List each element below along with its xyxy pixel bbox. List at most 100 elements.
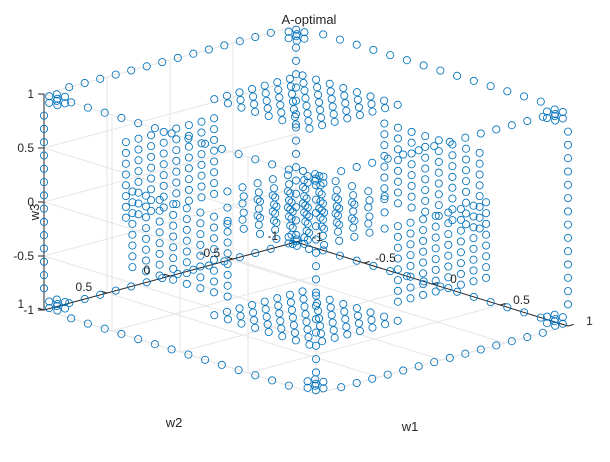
data-point (419, 226, 428, 235)
data-point (407, 171, 416, 180)
data-point (393, 297, 402, 306)
data-point (355, 110, 364, 120)
data-point (434, 179, 443, 188)
gridline-wally-z (43, 147, 317, 233)
data-point (305, 124, 314, 133)
data-point (298, 71, 307, 80)
data-point (520, 308, 529, 317)
gridline-wallx-z (43, 79, 297, 149)
data-point (210, 179, 219, 188)
data-point (380, 162, 389, 171)
data-point (274, 85, 283, 94)
data-point (292, 241, 301, 250)
data-point (349, 207, 358, 216)
data-point (563, 220, 573, 229)
data-point (542, 113, 552, 123)
data-point (406, 294, 415, 303)
x-tick-label: -1 (312, 230, 323, 244)
data-point (563, 233, 573, 242)
data-point (393, 188, 403, 197)
data-point (482, 273, 491, 282)
data-point (507, 121, 516, 130)
data-point (134, 156, 143, 165)
data-point (448, 140, 457, 149)
data-point (303, 172, 312, 181)
data-point (127, 66, 136, 75)
data-point (316, 181, 325, 190)
data-point (288, 223, 297, 232)
data-point (331, 209, 340, 218)
data-point (223, 292, 232, 301)
data-point (354, 103, 363, 112)
data-point (369, 261, 378, 270)
data-point (283, 171, 292, 180)
data-point (39, 271, 49, 280)
data-point (330, 333, 339, 342)
data-point (386, 51, 395, 60)
data-point (235, 253, 244, 262)
data-point (469, 201, 478, 210)
data-point (461, 220, 471, 229)
data-point (365, 228, 374, 237)
data-point (65, 83, 74, 92)
data-point (53, 299, 62, 309)
data-point (419, 269, 428, 278)
data-point (196, 273, 205, 282)
data-point (239, 224, 248, 233)
data-point (380, 208, 389, 217)
data-point (291, 56, 301, 65)
data-point (53, 101, 62, 110)
data-point (315, 314, 324, 323)
data-point (284, 165, 293, 174)
data-point (288, 207, 297, 216)
data-point (155, 217, 164, 226)
data-point (550, 310, 559, 319)
data-point (196, 284, 205, 293)
data-point (276, 316, 285, 326)
data-point (249, 308, 258, 317)
data-point (83, 103, 92, 112)
data-point (284, 232, 293, 241)
data-point (316, 197, 325, 206)
data-point (284, 34, 293, 43)
data-point (172, 156, 181, 165)
data-point (236, 95, 245, 105)
data-point (304, 116, 313, 126)
data-point (341, 315, 350, 324)
data-point (355, 326, 364, 336)
data-point (291, 149, 301, 158)
data-point (364, 187, 373, 196)
data-point (419, 61, 428, 70)
data-point (303, 178, 312, 187)
data-point (349, 223, 358, 232)
data-point (406, 261, 415, 270)
data-point (251, 371, 260, 380)
data-point (272, 202, 281, 211)
data-point (482, 198, 491, 207)
data-point (318, 121, 327, 130)
data-point (150, 124, 159, 133)
data-point (317, 329, 326, 338)
chart-title: A-optimal (282, 12, 337, 27)
data-point (434, 201, 443, 210)
data-point (300, 86, 309, 95)
data-point (317, 113, 326, 122)
data-point (393, 134, 403, 143)
data-point (284, 239, 293, 248)
data-point (550, 105, 559, 114)
data-point (83, 319, 92, 328)
data-point (141, 213, 151, 222)
data-point (406, 283, 415, 292)
data-point (380, 96, 389, 105)
data-point (482, 219, 491, 228)
data-point (201, 139, 210, 148)
data-point (434, 136, 443, 145)
data-point (453, 287, 462, 296)
data-point (482, 252, 491, 261)
data-point (197, 117, 206, 126)
data-point (381, 320, 390, 329)
data-point (551, 116, 560, 125)
data-point (169, 275, 178, 284)
data-point (284, 27, 293, 36)
data-point (134, 210, 143, 219)
